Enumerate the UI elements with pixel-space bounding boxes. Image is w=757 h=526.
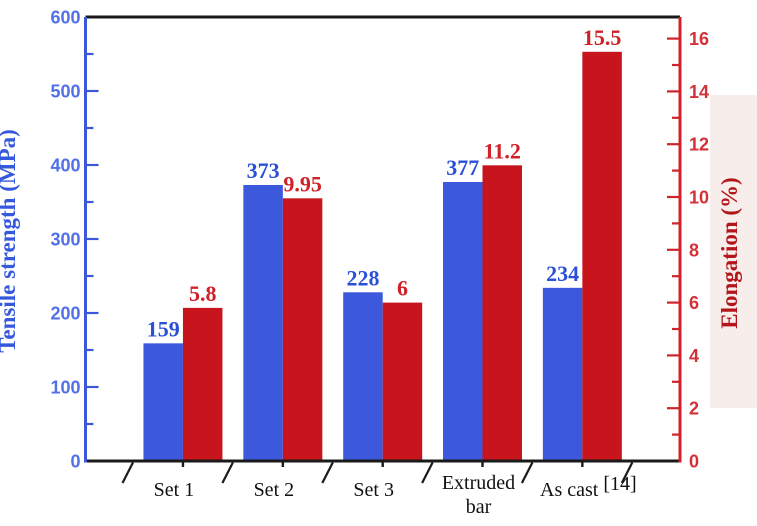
right-axis-tick-label: 6 [689, 293, 699, 313]
category-label-5: As cast [14] [540, 473, 637, 501]
left-axis-tick-label: 500 [50, 82, 80, 102]
right-axis-tick-label: 12 [689, 135, 709, 155]
category-label-2: Set 2 [254, 479, 295, 501]
bar-elongation-1 [182, 307, 223, 461]
bar-elongation-5 [582, 51, 622, 462]
category-label-1: Set 1 [154, 479, 195, 501]
value-label-elongation-2: 9.95 [283, 171, 322, 196]
category-label-3: Set 3 [353, 479, 394, 501]
left-axis-tick-label: 300 [50, 230, 80, 250]
bar-tensile-1 [143, 343, 183, 461]
x-axis-boundary-slash [620, 461, 634, 484]
left-axis-tick-label: 400 [50, 156, 80, 176]
right-axis-title: Elongation (%) [717, 177, 742, 328]
right-axis-tick-label: 14 [689, 82, 709, 102]
value-label-elongation-4: 11.2 [484, 138, 521, 163]
bar-elongation-3 [382, 302, 423, 461]
right-axis-tick-label: 10 [689, 188, 709, 208]
x-axis-boundary-slash [121, 461, 134, 484]
value-label-elongation-3: 6 [397, 276, 408, 301]
right-axis-tick-label: 16 [689, 29, 709, 49]
right-axis-tick-label: 0 [689, 452, 699, 472]
bar-elongation-4 [482, 165, 522, 461]
x-axis-boundary-slash [221, 461, 234, 484]
category-label-4: Extruded [442, 472, 515, 494]
right-axis-title-background [710, 95, 757, 408]
value-label-tensile-4: 377 [446, 155, 479, 180]
bar-elongation-2 [282, 198, 323, 461]
value-label-tensile-1: 159 [147, 316, 180, 341]
x-axis-boundary-slash [421, 461, 434, 484]
bar-tensile-2 [243, 184, 283, 462]
value-label-elongation-5: 15.5 [583, 25, 622, 50]
x-axis-boundary-slash [321, 461, 334, 484]
bar-tensile-5 [542, 287, 583, 461]
left-axis-tick-label: 200 [50, 304, 80, 324]
left-axis-tick-label: 0 [70, 452, 80, 472]
left-axis-tick-label: 600 [50, 8, 80, 28]
left-axis-title: Tensile strength (MPa) [0, 129, 20, 353]
value-label-elongation-1: 5.8 [189, 281, 217, 306]
left-axis-tick-label: 100 [50, 378, 80, 398]
value-label-tensile-3: 228 [346, 265, 379, 290]
x-axis-boundary-slash [520, 461, 534, 484]
value-label-tensile-2: 373 [247, 158, 280, 183]
bar-tensile-3 [343, 292, 383, 461]
right-axis-tick-label: 4 [689, 346, 699, 366]
bar-tensile-4 [443, 182, 483, 461]
category-label-4-line2: bar [466, 496, 492, 518]
value-label-tensile-5: 234 [546, 261, 579, 286]
right-axis-tick-label: 8 [689, 240, 699, 260]
right-axis-tick-label: 2 [689, 399, 699, 419]
